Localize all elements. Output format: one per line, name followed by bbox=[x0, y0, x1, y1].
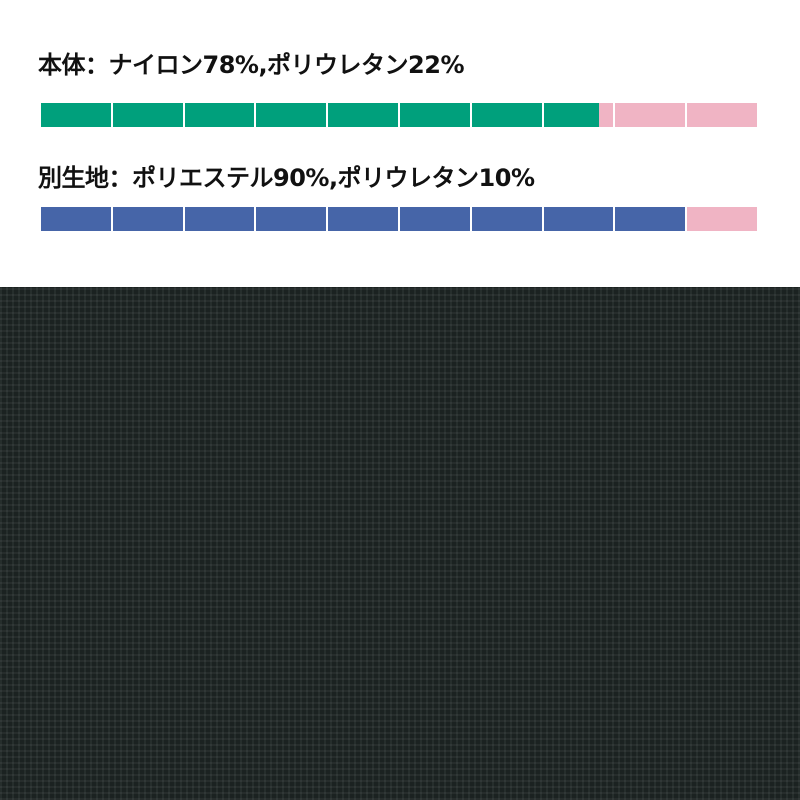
fabric-texture-photo bbox=[0, 287, 800, 800]
composition-segment bbox=[256, 103, 327, 127]
composition-segment bbox=[41, 207, 111, 231]
secondary-fabric-label: 別生地：ポリエステル90%,ポリウレタン10% bbox=[38, 164, 535, 192]
composition-segment bbox=[328, 103, 398, 127]
composition-segment bbox=[687, 207, 757, 231]
main-fabric-label: 本体：ナイロン78%,ポリウレタン22% bbox=[38, 51, 465, 79]
composition-segment bbox=[471, 103, 542, 127]
composition-segment bbox=[399, 103, 470, 127]
secondary-fabric-composition-bar bbox=[41, 207, 757, 231]
composition-segment bbox=[615, 207, 686, 231]
composition-segment bbox=[112, 103, 183, 127]
composition-segment bbox=[543, 207, 614, 231]
composition-segment bbox=[184, 103, 255, 127]
composition-segment bbox=[184, 207, 255, 231]
composition-segment bbox=[687, 103, 757, 127]
main-fabric-composition-bar bbox=[41, 103, 757, 127]
composition-segment bbox=[399, 207, 470, 231]
composition-segment bbox=[471, 207, 542, 231]
composition-segment bbox=[615, 103, 686, 127]
composition-segment bbox=[328, 207, 398, 231]
composition-segment bbox=[41, 103, 111, 127]
composition-segment bbox=[543, 103, 614, 127]
composition-segment bbox=[256, 207, 327, 231]
composition-segment bbox=[112, 207, 183, 231]
